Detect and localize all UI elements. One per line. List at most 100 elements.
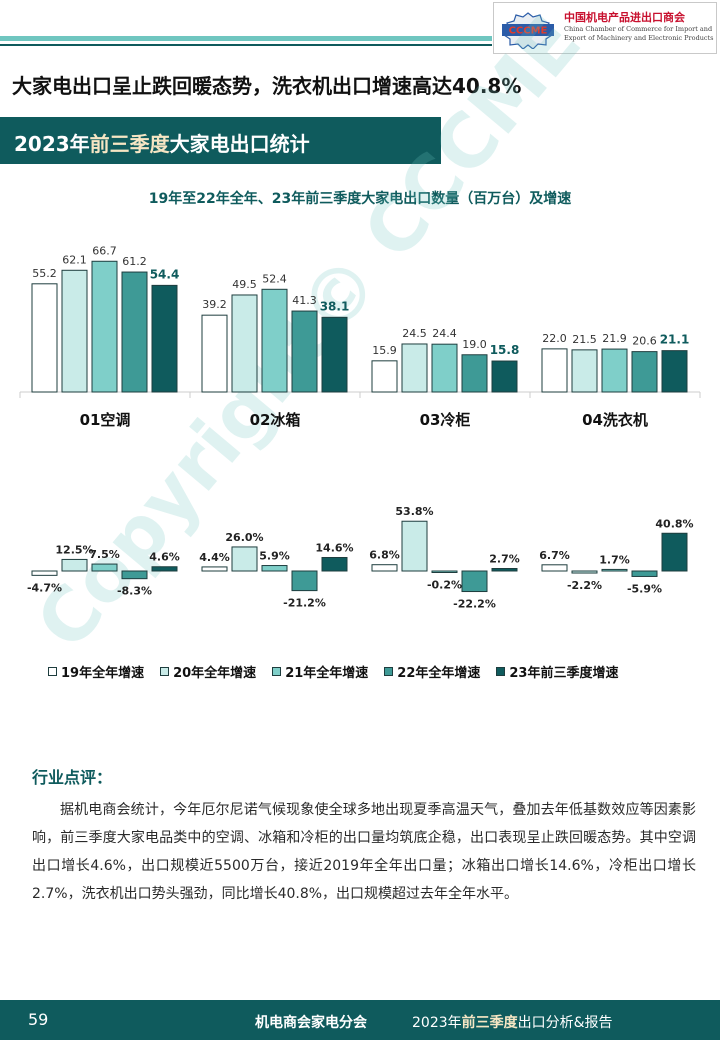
growth-data-label: 40.8% (655, 517, 693, 530)
volume-data-label: 15.9 (372, 344, 397, 357)
volume-data-label: 54.4 (150, 267, 180, 281)
growth-data-label: 4.6% (149, 551, 180, 564)
volume-data-label: 52.4 (262, 272, 287, 285)
footer-org: 机电商会家电分会 (255, 1015, 367, 1031)
volume-bar (541, 348, 568, 393)
volume-bar (461, 354, 488, 393)
legend-label: 19年全年增速 (61, 666, 145, 681)
volume-bar (261, 288, 288, 393)
top-accent-bar (0, 36, 492, 41)
volume-bar (491, 360, 518, 393)
volume-bar (201, 314, 228, 393)
growth-bar (661, 532, 688, 572)
section-title-year: 2023年 (14, 132, 90, 156)
volume-bar (401, 343, 428, 393)
volume-data-label: 24.5 (402, 327, 427, 340)
volume-bar (291, 310, 318, 393)
growth-data-label: -21.2% (283, 597, 326, 610)
legend-label: 22年全年增速 (397, 666, 481, 681)
volume-data-label: 62.1 (62, 253, 87, 266)
logo-chinese-name: 中国机电产品进出口商会 (564, 11, 685, 24)
volume-bar (31, 283, 58, 393)
legend-label: 21年全年增速 (285, 666, 369, 681)
growth-data-label: -4.7% (27, 581, 62, 594)
legend-label: 23年前三季度增速 (509, 666, 619, 681)
growth-bar (321, 556, 348, 572)
comment-body: 据机电商会统计，今年厄尔尼诺气候现象使全球多地出现夏季高温天气，叠加去年低基数效… (32, 802, 696, 902)
legend-swatch (48, 667, 57, 676)
growth-data-label: 6.8% (369, 549, 400, 562)
volume-data-label: 66.7 (92, 244, 117, 257)
growth-bar (201, 566, 228, 572)
growth-bar (401, 520, 428, 572)
volume-data-label: 22.0 (542, 332, 567, 345)
legend-swatch (272, 667, 282, 676)
growth-bar (431, 570, 458, 573)
logo-english-name: China Chamber of Commerce for Import and… (564, 25, 714, 42)
logo-abbr: CCCME (509, 26, 548, 37)
growth-data-label: 1.7% (599, 553, 630, 566)
category-label: 01空调 (80, 411, 131, 429)
footer-report-period: 前三季度 (461, 1015, 518, 1031)
volume-bar (121, 271, 148, 393)
legend-swatch (160, 667, 170, 676)
volume-data-label: 21.9 (602, 332, 627, 345)
volume-data-label: 55.2 (32, 267, 57, 280)
cccme-logo-mark: CCCME (502, 12, 554, 49)
growth-bar (61, 558, 88, 572)
growth-data-label: 7.5% (89, 548, 120, 561)
section-banner: 2023年前三季度大家电出口统计 (0, 117, 441, 164)
footer-report-topic: 出口分析&报告 (517, 1015, 613, 1031)
growth-data-label: -5.9% (627, 582, 662, 595)
top-accent-line (0, 44, 492, 46)
section-title: 2023年前三季度大家电出口统计 (14, 128, 310, 157)
growth-data-label: 53.8% (395, 505, 433, 518)
growth-bar (151, 566, 178, 572)
page-footer: 59 机电商会家电分会 2023年前三季度出口分析&报告 (0, 1000, 720, 1040)
volume-bar (61, 269, 88, 393)
growth-data-label: -8.3% (117, 585, 152, 598)
chart-legend: 19年全年增速 20年全年增速 21年全年增速 22年全年增速 23年前三季度增… (48, 662, 708, 681)
volume-data-label: 24.4 (432, 327, 457, 340)
volume-data-label: 19.0 (462, 338, 487, 351)
growth-bar (571, 570, 598, 574)
cccme-logo: CCCME 中国机电产品进出口商会 China Chamber of Comme… (493, 2, 717, 54)
volume-bar (231, 294, 258, 393)
comment-title: 行业点评： (32, 768, 113, 787)
growth-data-label: -0.2% (427, 579, 462, 592)
section-title-topic: 大家电出口统计 (169, 132, 310, 156)
volume-bar (321, 316, 348, 393)
volume-data-label: 41.3 (292, 294, 317, 307)
growth-data-label: 6.7% (539, 549, 570, 562)
volume-bar (91, 260, 118, 393)
footer-report-title: 2023年前三季度出口分析&报告 (412, 1012, 613, 1032)
growth-bar (631, 570, 658, 577)
legend-swatch (384, 667, 394, 676)
growth-data-label: 14.6% (315, 541, 353, 554)
growth-data-label: 2.7% (489, 553, 520, 566)
volume-data-label: 21.1 (660, 333, 690, 347)
growth-bar (121, 570, 148, 580)
category-label: 03冷柜 (420, 411, 471, 429)
volume-bar (601, 348, 628, 393)
growth-bar (491, 568, 518, 572)
growth-bar (91, 563, 118, 572)
legend-item: 21年全年增速 (272, 662, 368, 681)
volume-bar (371, 360, 398, 393)
volume-bar (151, 284, 178, 393)
growth-bar (31, 570, 58, 576)
growth-bar (261, 565, 288, 572)
growth-data-label: -2.2% (567, 579, 602, 592)
growth-bar (291, 570, 318, 592)
page-number: 59 (28, 1010, 49, 1029)
export-growth-bar-chart: -4.7% 12.5%7.5% -8.3% 4.6% 4.4% 26.0% 5.9% -21.… (27, 505, 694, 610)
growth-bar (231, 546, 258, 572)
export-volume-bar-chart: 55.2 62.1 66.7 61.254.4 01空调 39.2 49.5 52.4 41.3… (19, 244, 701, 429)
growth-bar (461, 570, 488, 593)
volume-data-label: 15.8 (490, 343, 520, 357)
volume-bar (431, 343, 458, 393)
section-title-period: 前三季度 (89, 132, 170, 156)
legend-item: 19年全年增速 (48, 662, 144, 681)
volume-data-label: 38.1 (320, 299, 350, 313)
growth-data-label: 26.0% (225, 531, 263, 544)
